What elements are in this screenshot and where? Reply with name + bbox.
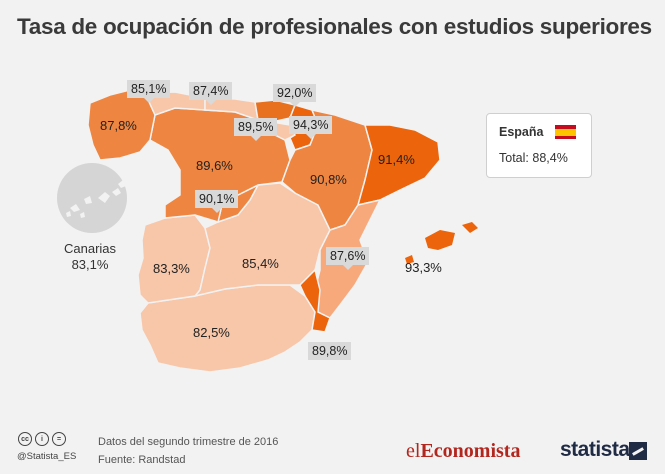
canarias-circle	[57, 163, 127, 233]
nd-icon: =	[52, 432, 66, 446]
legend-total: Total: 88,4%	[499, 151, 568, 165]
cc-icon: cc	[18, 432, 32, 446]
label-castilla-la-mancha: 85,4%	[242, 256, 279, 271]
canarias-islands	[66, 180, 126, 218]
by-icon: i	[35, 432, 49, 446]
note-line1: Datos del segundo trimestre de 2016	[98, 436, 279, 448]
legend-total-value: 88,4%	[532, 151, 568, 165]
canarias-label: Canarias 83,1%	[64, 241, 116, 273]
legend-total-label: Total:	[499, 151, 529, 165]
label-pais-vasco: 92,0%	[273, 84, 317, 107]
legend-box: España Total: 88,4%	[486, 113, 592, 178]
region-cataluna	[356, 124, 441, 207]
legend-country: España	[499, 125, 544, 139]
statista-logo[interactable]: statista	[560, 438, 630, 461]
label-navarra: 94,3%	[289, 116, 333, 139]
label-castilla-y-leon: 89,6%	[196, 158, 233, 173]
label-cataluna: 91,4%	[378, 152, 415, 167]
label-galicia: 87,8%	[100, 118, 137, 133]
statista-handle: @Statista_ES	[17, 451, 77, 462]
label-asturias: 85,1%	[127, 80, 171, 103]
canarias-name: Canarias	[64, 241, 117, 256]
spain-flag-icon	[555, 125, 576, 139]
label-andalucia: 82,5%	[193, 325, 230, 340]
region-galicia	[87, 89, 156, 161]
brand1-prefix: el	[406, 440, 421, 462]
page-title: Tasa de ocupación de profesionales con e…	[17, 14, 652, 39]
region-murcia	[299, 268, 331, 333]
label-baleares: 93,3%	[405, 260, 442, 275]
label-c-valenciana: 87,6%	[326, 247, 370, 270]
region-baleares	[405, 222, 478, 264]
license-icons: cc i =	[18, 432, 66, 446]
source-note: Datos del segundo trimestre de 2016 Fuen…	[98, 433, 278, 469]
label-madrid: 90,1%	[195, 190, 239, 213]
label-la-rioja: 89,5%	[234, 118, 278, 141]
label-extremadura: 83,3%	[153, 261, 190, 276]
note-line2: Fuente: Randstad	[98, 454, 186, 466]
label-aragon: 90,8%	[310, 172, 347, 187]
statista-logo-icon	[629, 442, 647, 460]
brand1-name: Economista	[420, 440, 521, 462]
label-murcia: 89,8%	[308, 342, 352, 360]
eleconomista-logo[interactable]: elEconomista	[406, 440, 520, 463]
label-cantabria: 87,4%	[189, 82, 233, 105]
canarias-value: 83,1%	[71, 257, 109, 272]
